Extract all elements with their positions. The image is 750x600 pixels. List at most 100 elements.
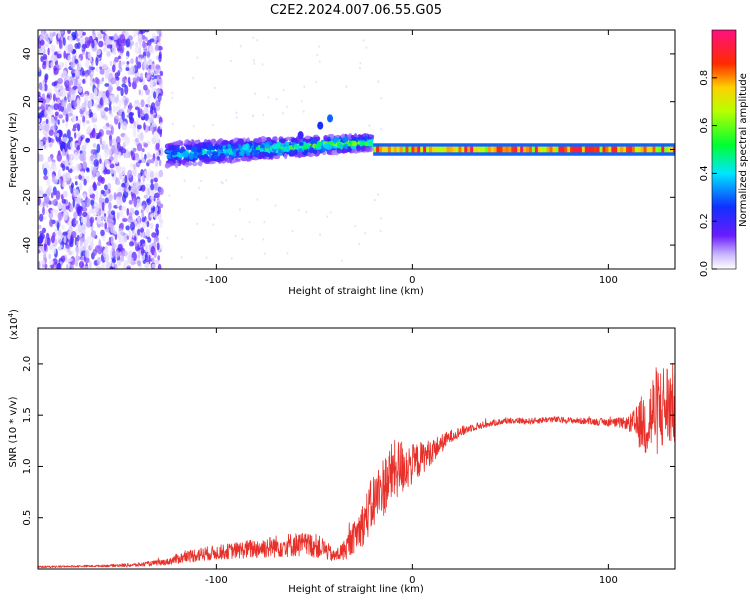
spectrogram-cell — [104, 184, 108, 191]
spectrogram-cell — [55, 111, 59, 116]
spectrogram-cell — [157, 263, 162, 269]
spectrogram-carrier — [573, 146, 577, 153]
spectrogram-cell — [54, 51, 58, 56]
spectrogram-cell — [93, 87, 98, 97]
spectrogram-cell — [82, 161, 88, 170]
spectrogram-cell — [238, 208, 241, 211]
spectrogram-cell — [71, 72, 76, 78]
spectrogram-cell — [98, 208, 102, 217]
spectrogram-cell — [225, 152, 230, 157]
spectrogram-cell — [120, 166, 126, 175]
spectrogram-cell — [140, 108, 143, 115]
spectrogram-cell — [92, 208, 97, 218]
spectrogram-carrier — [384, 146, 389, 153]
spectrogram-cell — [38, 196, 41, 206]
spectrogram-cell — [140, 89, 144, 97]
spectrogram-cell — [67, 112, 73, 117]
spectrogram-cell — [75, 68, 80, 78]
spectrogram-carrier — [437, 146, 441, 153]
spectrogram-carrier — [382, 146, 386, 153]
spectrogram-cell — [365, 46, 368, 49]
spectrogram-cell — [86, 111, 90, 115]
spectrogram-cell — [39, 213, 44, 222]
x-tick-label: 0 — [409, 275, 415, 286]
spectrogram-cell — [117, 142, 121, 151]
x-tick-label: 100 — [599, 575, 618, 586]
spectrogram-cell — [57, 77, 63, 85]
spectrogram-cell — [106, 147, 112, 157]
spectrogram-carrier — [446, 146, 450, 153]
spectrogram-cell — [273, 152, 278, 156]
spectrogram-cell — [158, 187, 164, 196]
spectrogram-cell — [142, 204, 146, 210]
spectrogram-cell — [221, 181, 224, 185]
spectrogram-cell — [72, 198, 76, 208]
spectrogram-cell — [315, 80, 318, 84]
spectrogram-cell — [58, 39, 63, 49]
spectrogram-cell — [102, 94, 106, 102]
spectrogram-cell — [164, 162, 171, 169]
spectrogram-carrier — [434, 146, 439, 153]
spectrogram-cell — [115, 181, 121, 186]
spectrogram-cell — [191, 139, 195, 147]
spectrogram-cell — [50, 209, 55, 214]
spectrogram-cell — [118, 66, 123, 73]
spectrogram-cell — [63, 236, 67, 244]
spectrogram-cell — [82, 245, 86, 251]
spectrogram-cell — [145, 171, 150, 181]
spectrogram-carrier — [661, 146, 665, 153]
spectrogram-cell — [108, 193, 113, 202]
spectrogram-carrier — [534, 146, 539, 153]
spectrogram-cell — [48, 129, 54, 136]
spectrogram-cell — [76, 240, 79, 247]
spectrogram-carrier — [514, 146, 518, 153]
spectrogram-carrier — [373, 146, 377, 153]
spectrogram-carrier — [379, 146, 383, 153]
spectrogram-cell — [300, 100, 303, 103]
spectrogram-cell — [137, 228, 141, 236]
spectrogram-cell — [352, 140, 357, 147]
spectrogram-area — [38, 30, 675, 269]
spectrogram-cell — [42, 201, 46, 207]
spectrogram-cell — [119, 222, 125, 230]
spectrogram-cell — [38, 82, 43, 91]
spectrogram-cell — [99, 68, 105, 75]
spectrogram-cell — [111, 144, 116, 154]
y-tick-label: -20 — [22, 189, 33, 205]
spectrogram-cell — [319, 233, 322, 236]
spectrogram-cell — [44, 75, 48, 84]
spectrogram-cell — [140, 72, 144, 80]
spectrogram-carrier — [449, 146, 453, 153]
spectrogram-cell — [130, 221, 135, 231]
spectrogram-cell — [157, 255, 161, 261]
spectrogram-cell — [62, 231, 68, 236]
spectrogram-cell — [141, 217, 146, 223]
spectrogram-carrier — [590, 146, 594, 153]
spectrogram-cell — [65, 205, 70, 210]
spectrogram-cell — [82, 223, 87, 231]
spectrogram-carrier — [461, 146, 465, 153]
spectrogram-cell — [377, 193, 380, 196]
spectrogram-cell — [196, 56, 199, 59]
spectrogram-cell — [75, 254, 79, 263]
spectrogram-cell — [379, 229, 382, 233]
spectrogram-cell — [67, 54, 72, 64]
spectrogram-carrier — [464, 146, 468, 153]
spectrogram-cell — [236, 150, 239, 157]
spectrogram-cell — [92, 30, 95, 35]
spectrogram-cell — [42, 206, 45, 216]
spectrogram-cell — [112, 105, 117, 113]
spectrogram-cell — [92, 143, 97, 148]
spectrogram-carrier — [561, 146, 565, 153]
spectrogram-carrier — [493, 146, 497, 153]
spectrogram-cell — [49, 107, 53, 117]
spectrogram-cell — [137, 133, 140, 141]
spectrogram-cell — [124, 174, 128, 184]
spectrogram-cell — [126, 55, 129, 60]
spectrogram-cell — [74, 132, 77, 139]
spectrogram-cell — [56, 82, 61, 90]
spectrogram-cell — [74, 220, 79, 225]
spectrogram-cell — [79, 239, 83, 247]
spectrogram-cell — [140, 227, 145, 233]
spectrogram-carrier — [455, 146, 459, 153]
